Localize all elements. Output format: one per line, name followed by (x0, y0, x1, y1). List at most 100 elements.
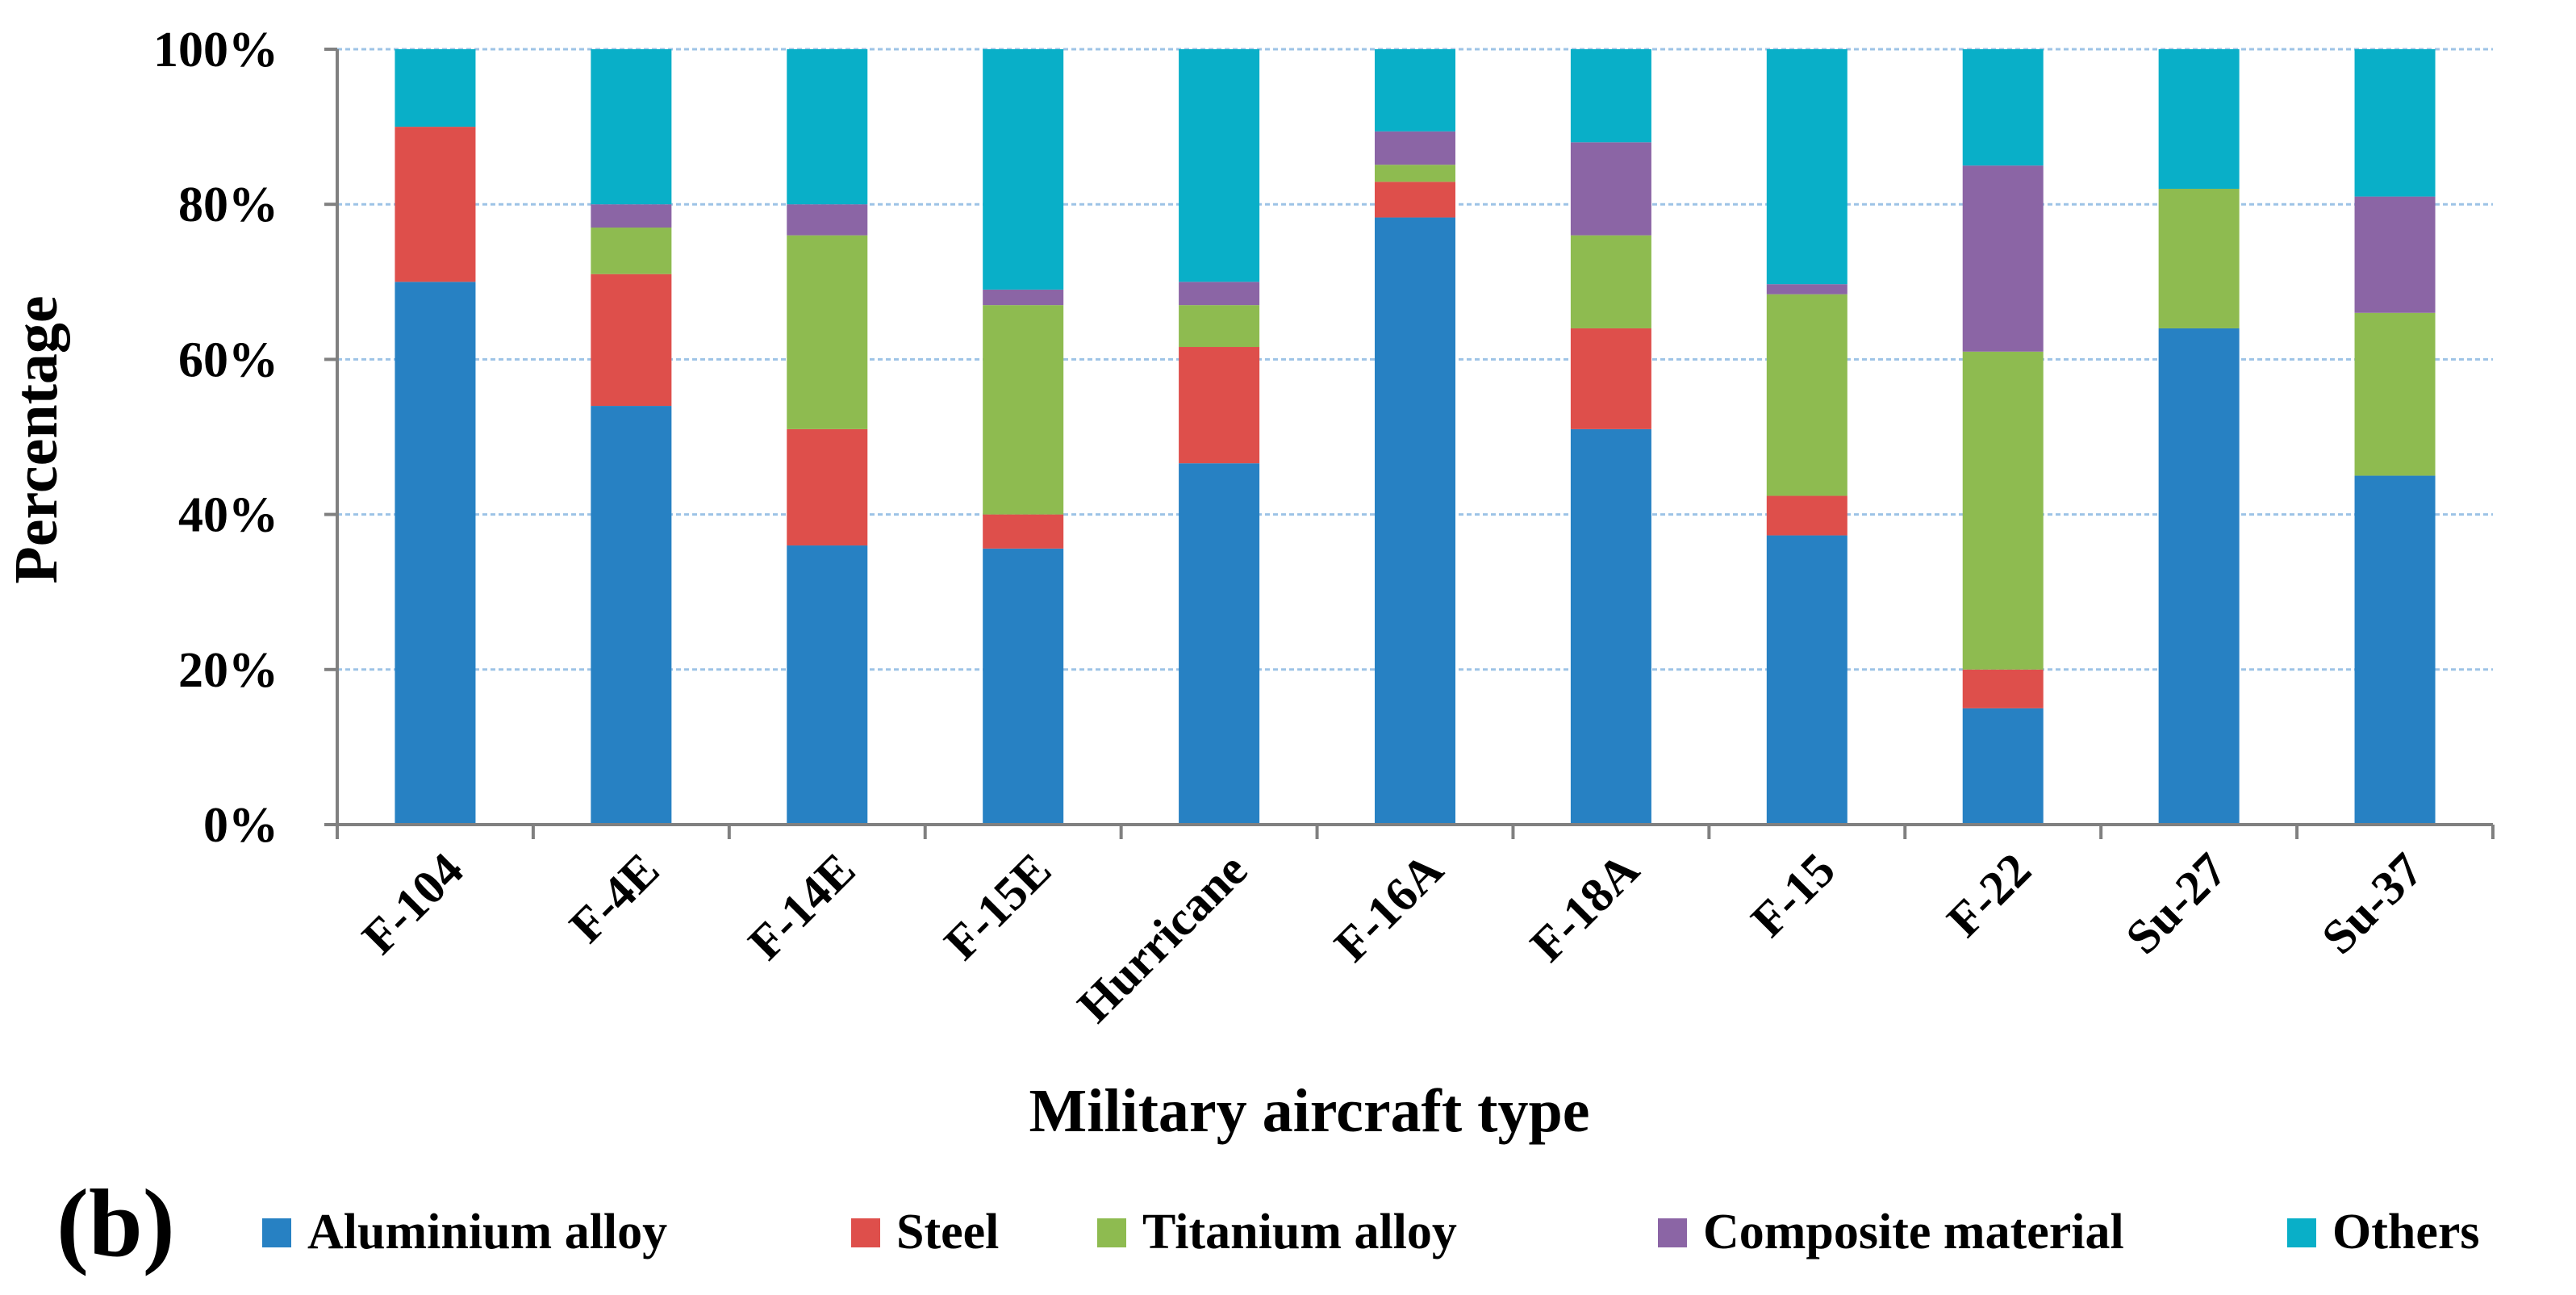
legend-swatch (1658, 1218, 1687, 1247)
legend-label: Composite material (1703, 1205, 2124, 1259)
bar-titanium-alloy (1179, 305, 1260, 348)
y-tick-label: 80% (178, 178, 278, 232)
y-tick-label: 20% (178, 643, 278, 698)
x-tick-label: F-22 (1937, 843, 2041, 947)
bar-aluminium-alloy (1962, 708, 2044, 825)
bar-others (2354, 49, 2436, 197)
bar-titanium-alloy (2354, 312, 2436, 476)
bar-aluminium-alloy (787, 545, 868, 825)
bar-others (1766, 49, 1847, 285)
bar-stack-f-15e (983, 49, 1064, 825)
bar-stack-f-22 (1962, 49, 2044, 825)
x-tick-label: F-18A (1520, 843, 1649, 972)
bar-steel (983, 514, 1064, 549)
legend-item-titanium-alloy: Titanium alloy (1097, 1205, 1457, 1259)
bar-steel (1962, 669, 2044, 708)
bar-aluminium-alloy (1375, 217, 1455, 825)
bar-aluminium-alloy (395, 282, 476, 825)
bar-stack-su-37 (2354, 49, 2436, 825)
bar-aluminium-alloy (1179, 463, 1260, 825)
legend-swatch (262, 1218, 291, 1247)
legend-item-others: Others (2287, 1205, 2480, 1259)
legend-item-steel: Steel (851, 1205, 999, 1259)
bar-aluminium-alloy (983, 548, 1064, 825)
y-tick-label: 100% (153, 23, 278, 77)
bar-stacks (395, 49, 2436, 825)
legend-label: Others (2332, 1205, 2480, 1259)
bar-aluminium-alloy (591, 406, 672, 825)
x-tick-label: Su-37 (2311, 843, 2432, 964)
bar-steel (1375, 182, 1455, 218)
bar-stack-f-4e (591, 49, 672, 825)
bar-titanium-alloy (1570, 235, 1651, 328)
bar-composite-material (1179, 282, 1260, 306)
bar-stack-hurricane (1179, 49, 1260, 825)
legend-label: Aluminium alloy (307, 1205, 667, 1259)
bar-titanium-alloy (2158, 188, 2240, 328)
legend-swatch (1097, 1218, 1126, 1247)
axes (324, 48, 2495, 839)
bar-others (1179, 49, 1260, 282)
bar-composite-material (1570, 142, 1651, 236)
y-axis-title: Percentage (2, 295, 70, 583)
x-tick-label: F-14E (738, 843, 865, 970)
bar-titanium-alloy (787, 235, 868, 429)
bar-stack-f-104 (395, 49, 476, 825)
bar-stack-f-14e (787, 49, 868, 825)
bar-titanium-alloy (983, 305, 1064, 515)
bar-steel (787, 428, 868, 546)
bar-steel (591, 274, 672, 407)
bar-stack-su-27 (2158, 49, 2240, 825)
bar-composite-material (1962, 165, 2044, 352)
y-tick-label: 40% (178, 488, 278, 543)
x-tick-label: Hurricane (1067, 843, 1257, 1033)
legend-swatch (851, 1218, 880, 1247)
legend-item-composite-material: Composite material (1658, 1205, 2124, 1259)
bar-composite-material (2354, 196, 2436, 313)
legend-item-aluminium-alloy: Aluminium alloy (262, 1205, 667, 1259)
legend-label: Steel (896, 1205, 999, 1259)
bar-steel (395, 127, 476, 282)
legend: Aluminium alloy Steel Titanium alloy Compos… (262, 1205, 2480, 1259)
bar-others (591, 49, 672, 205)
y-tick-label: 60% (178, 332, 278, 387)
legend-swatch (2287, 1218, 2316, 1247)
x-tick-label: Su-27 (2115, 843, 2236, 964)
y-tick-labels: 0% 20% 40% 60% 80% 100% (153, 23, 278, 853)
bar-steel (1570, 328, 1651, 429)
bar-composite-material (1375, 131, 1455, 165)
bar-titanium-alloy (591, 228, 672, 274)
x-tick-label: F-4E (559, 843, 669, 953)
x-tick-label: F-15E (934, 843, 1061, 970)
x-tick-labels: F-104 F-4E F-14E F-15E Hurricane F-16A F-18A F-… (352, 843, 2432, 1033)
bar-composite-material (1766, 284, 1847, 295)
bar-aluminium-alloy (2158, 328, 2240, 825)
bar-steel (1179, 347, 1260, 464)
bar-steel (1766, 495, 1847, 536)
legend-label: Titanium alloy (1142, 1205, 1457, 1259)
x-tick-label: F-15 (1741, 843, 1845, 947)
bar-composite-material (591, 204, 672, 228)
bar-titanium-alloy (1766, 294, 1847, 496)
bar-titanium-alloy (1962, 351, 2044, 670)
bar-composite-material (787, 204, 868, 236)
bar-stack-f-18a (1570, 49, 1651, 825)
bar-others (395, 49, 476, 127)
bar-titanium-alloy (1375, 165, 1455, 182)
bar-stack-f-15 (1766, 49, 1847, 825)
bar-aluminium-alloy (1766, 535, 1847, 825)
bar-others (2158, 49, 2240, 189)
bar-composite-material (983, 289, 1064, 306)
bar-aluminium-alloy (2354, 475, 2436, 825)
x-tick-label: F-104 (352, 843, 473, 964)
bar-others (787, 49, 868, 205)
bar-others (1962, 49, 2044, 166)
y-tick-label: 0% (203, 798, 278, 853)
bar-others (983, 49, 1064, 290)
bar-others (1570, 49, 1651, 143)
panel-label: (b) (56, 1169, 175, 1276)
bar-stack-f-16a (1375, 49, 1455, 825)
x-axis-title: Military aircraft type (1029, 1077, 1590, 1145)
bar-others (1375, 49, 1455, 132)
